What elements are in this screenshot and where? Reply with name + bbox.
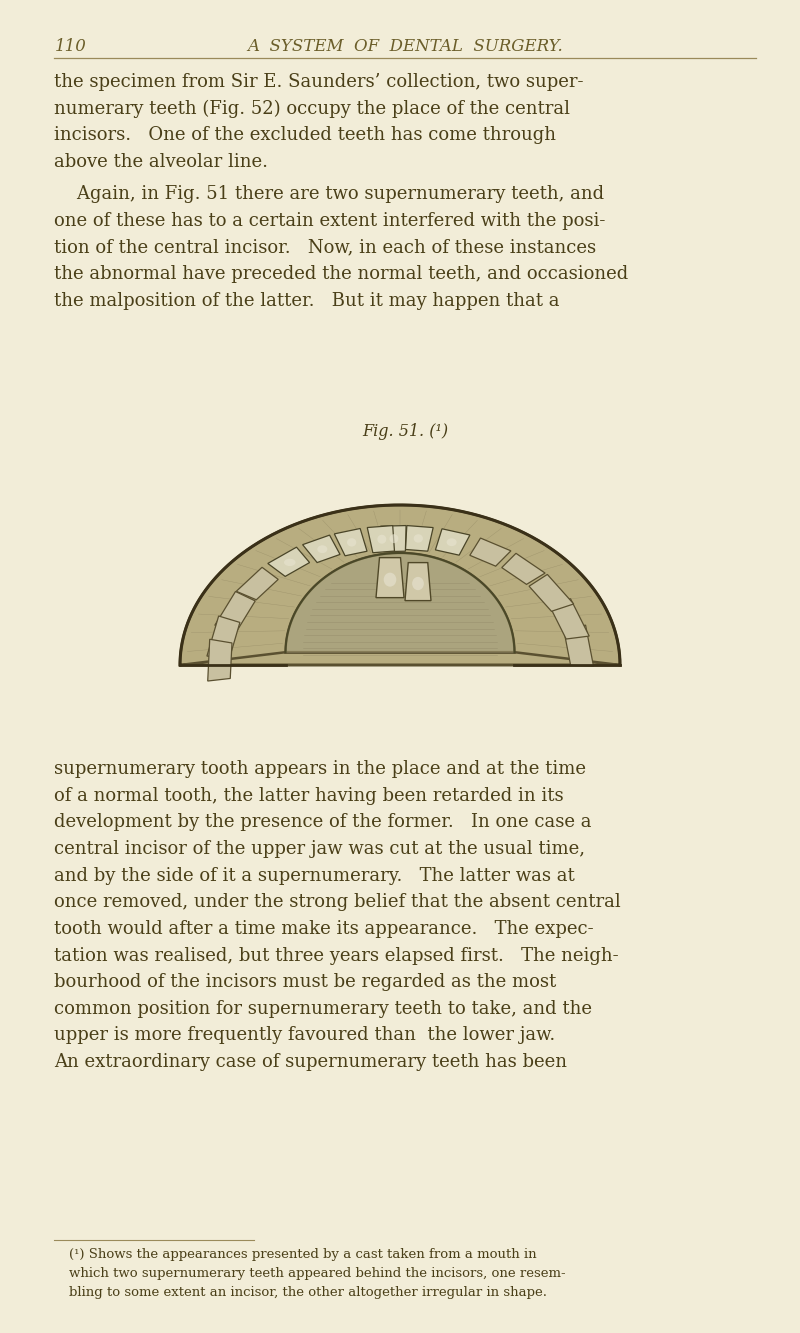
Text: the specimen from Sir E. Saunders’ collection, two super-: the specimen from Sir E. Saunders’ colle… — [54, 73, 584, 91]
Text: one of these has to a certain extent interfered with the posi-: one of these has to a certain extent int… — [54, 212, 606, 229]
Polygon shape — [470, 539, 511, 567]
Polygon shape — [180, 505, 620, 665]
Polygon shape — [529, 575, 574, 612]
Ellipse shape — [318, 545, 327, 553]
Polygon shape — [334, 528, 367, 556]
Ellipse shape — [347, 539, 356, 547]
Text: and by the side of it a supernumerary.   The latter was at: and by the side of it a supernumerary. T… — [54, 866, 575, 885]
Text: Fig. 51. (¹): Fig. 51. (¹) — [362, 423, 448, 440]
Polygon shape — [406, 525, 433, 551]
Text: above the alveolar line.: above the alveolar line. — [54, 153, 268, 171]
Text: development by the presence of the former.   In one case a: development by the presence of the forme… — [54, 813, 592, 832]
Text: numerary teeth (Fig. 52) occupy the place of the central: numerary teeth (Fig. 52) occupy the plac… — [54, 100, 570, 117]
Text: central incisor of the upper jaw was cut at the usual time,: central incisor of the upper jaw was cut… — [54, 840, 586, 858]
Polygon shape — [435, 529, 470, 555]
Text: incisors.   One of the excluded teeth has come through: incisors. One of the excluded teeth has … — [54, 127, 557, 144]
Text: Again, in Fig. 51 there are two supernumerary teeth, and: Again, in Fig. 51 there are two supernum… — [54, 185, 605, 203]
Polygon shape — [376, 557, 404, 597]
Text: common position for supernumerary teeth to take, and the: common position for supernumerary teeth … — [54, 1000, 592, 1018]
Ellipse shape — [284, 559, 295, 567]
Polygon shape — [550, 599, 590, 639]
Text: of a normal tooth, the latter having been retarded in its: of a normal tooth, the latter having bee… — [54, 786, 564, 805]
Polygon shape — [502, 553, 545, 584]
Polygon shape — [286, 553, 514, 652]
Polygon shape — [367, 525, 394, 553]
Text: the abnormal have preceded the normal teeth, and occasioned: the abnormal have preceded the normal te… — [54, 265, 629, 283]
Polygon shape — [302, 535, 340, 563]
Polygon shape — [564, 625, 594, 666]
Polygon shape — [268, 547, 310, 576]
Polygon shape — [381, 525, 406, 552]
Text: An extraordinary case of supernumerary teeth has been: An extraordinary case of supernumerary t… — [54, 1053, 567, 1072]
Ellipse shape — [414, 535, 423, 543]
Text: 110: 110 — [54, 39, 86, 55]
Text: once removed, under the strong belief that the absent central: once removed, under the strong belief th… — [54, 893, 621, 912]
Ellipse shape — [390, 535, 398, 543]
Text: bourhood of the incisors must be regarded as the most: bourhood of the incisors must be regarde… — [54, 973, 557, 992]
Polygon shape — [405, 563, 431, 601]
Text: the malposition of the latter.   But it may happen that a: the malposition of the latter. But it ma… — [54, 292, 560, 309]
Ellipse shape — [384, 573, 396, 587]
Text: supernumerary tooth appears in the place and at the time: supernumerary tooth appears in the place… — [54, 760, 586, 778]
Polygon shape — [208, 640, 232, 681]
Polygon shape — [215, 592, 255, 629]
Text: A  SYSTEM  OF  DENTAL  SURGERY.: A SYSTEM OF DENTAL SURGERY. — [247, 39, 563, 55]
Text: which two supernumerary teeth appeared behind the incisors, one resem-: which two supernumerary teeth appeared b… — [70, 1268, 566, 1280]
Text: tion of the central incisor.   Now, in each of these instances: tion of the central incisor. Now, in eac… — [54, 239, 597, 256]
Text: tooth would after a time make its appearance.   The expec-: tooth would after a time make its appear… — [54, 920, 594, 938]
Ellipse shape — [378, 535, 386, 544]
Polygon shape — [236, 568, 278, 600]
Text: tation was realised, but three years elapsed first.   The neigh-: tation was realised, but three years ela… — [54, 946, 619, 965]
Polygon shape — [207, 616, 240, 657]
Ellipse shape — [446, 539, 457, 547]
Text: bling to some extent an incisor, the other altogether irregular in shape.: bling to some extent an incisor, the oth… — [70, 1286, 547, 1300]
Ellipse shape — [412, 577, 424, 591]
Text: (¹) Shows the appearances presented by a cast taken from a mouth in: (¹) Shows the appearances presented by a… — [70, 1248, 537, 1261]
Text: upper is more frequently favoured than  the lower jaw.: upper is more frequently favoured than t… — [54, 1026, 556, 1045]
